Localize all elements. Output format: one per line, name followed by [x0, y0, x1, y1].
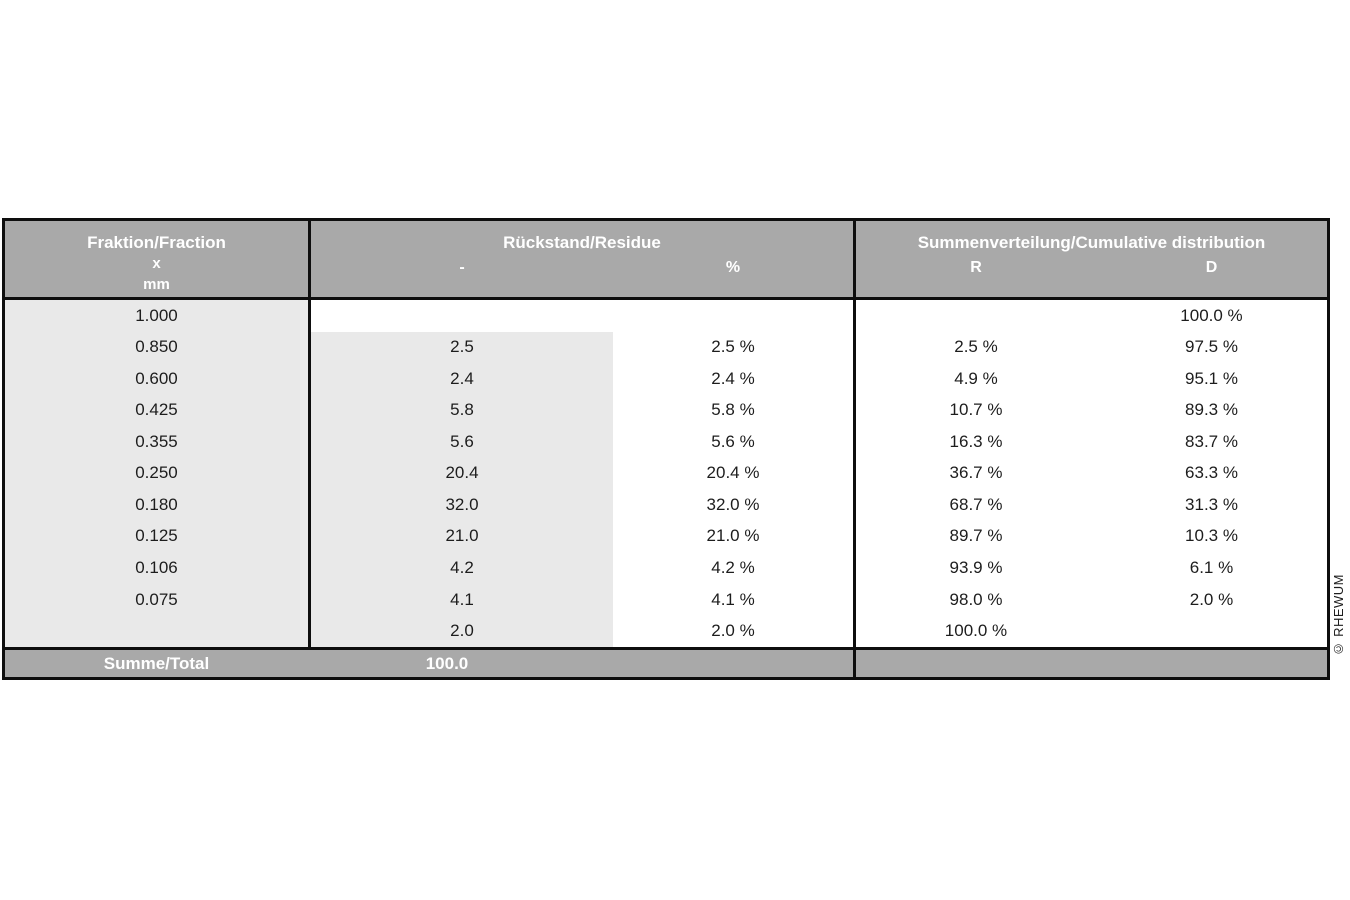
header-fraction-title: Fraktion/Fraction	[87, 233, 226, 252]
residue-cell: 20.4	[445, 463, 479, 483]
sieve-table: Fraktion/Fraction x mm Rückstand/Residue…	[2, 218, 1330, 680]
table-row: 0.355 5.6 5.6 % 16.3 % 83.7 %	[5, 426, 1327, 458]
cumulative-r-cell: 36.7 %	[949, 463, 1003, 483]
table-body: 1.000 100.0 % 0.850 2.5 2.5 % 2.5 % 97.5 % 0.60…	[5, 300, 1327, 647]
table-row: 0.075 4.1 4.1 % 98.0 % 2.0 %	[5, 584, 1327, 616]
residue-pct-cell: 2.4 %	[711, 368, 755, 388]
residue-cell: 2.0	[450, 621, 474, 641]
residue-cell: 32.0	[445, 494, 479, 514]
residue-pct-cell: 20.4 %	[706, 463, 760, 483]
fraction-cell: 0.250	[135, 463, 178, 483]
column-divider	[308, 221, 311, 297]
cumulative-d-cell: 83.7 %	[1185, 431, 1238, 451]
header-residue: Rückstand/Residue - %	[311, 221, 853, 297]
header-fraction-unit: mm	[143, 276, 170, 293]
fraction-cell: 0.106	[135, 558, 178, 578]
header-fraction: Fraktion/Fraction x mm	[5, 221, 308, 297]
table-row: 0.180 32.0 32.0 % 68.7 % 31.3 %	[5, 489, 1327, 521]
cumulative-d-cell: 6.1 %	[1189, 558, 1234, 578]
residue-cell: 21.0	[445, 526, 479, 546]
cumulative-r-cell: 100.0 %	[944, 621, 1008, 641]
fraction-cell: 1.000	[135, 305, 178, 325]
table-row: 0.850 2.5 2.5 % 2.5 % 97.5 %	[5, 332, 1327, 364]
residue-column-background	[311, 331, 613, 647]
header-cumulative-title: Summenverteilung/Cumulative distribution	[917, 233, 1266, 252]
cumulative-d-cell: 95.1 %	[1185, 368, 1238, 388]
header-residue-subheaders: - %	[311, 258, 853, 278]
residue-pct-cell: 4.1 %	[711, 589, 755, 609]
column-divider	[853, 221, 856, 297]
table-row: 2.0 2.0 % 100.0 %	[5, 615, 1327, 647]
cumulative-r-cell: 93.9 %	[949, 558, 1003, 578]
residue-pct-cell: 5.8 %	[711, 400, 755, 420]
cumulative-r-cell: 68.7 %	[949, 494, 1003, 514]
cumulative-d-cell: 10.3 %	[1185, 526, 1238, 546]
table-row: 0.106 4.2 4.2 % 93.9 % 6.1 %	[5, 552, 1327, 584]
residue-pct-cell: 32.0 %	[706, 494, 760, 514]
header-cumulative: Summenverteilung/Cumulative distribution…	[856, 221, 1327, 297]
total-label: Summe/Total	[103, 654, 210, 673]
cumulative-r-cell: 98.0 %	[949, 589, 1003, 609]
copyright-watermark: © RHEWUM	[1331, 574, 1346, 657]
residue-cell: 5.6	[450, 431, 474, 451]
fraction-column-background	[5, 300, 308, 647]
total-residue-value: 100.0	[425, 654, 469, 673]
cumulative-d-cell: 63.3 %	[1185, 463, 1238, 483]
cumulative-d-cell: 31.3 %	[1185, 494, 1238, 514]
table-row: 0.425 5.8 5.8 % 10.7 % 89.3 %	[5, 395, 1327, 427]
cumulative-r-cell: 2.5 %	[954, 337, 998, 357]
header-fraction-symbol: x	[152, 255, 161, 272]
header-cumulative-subheaders: R D	[856, 258, 1327, 278]
cumulative-d-cell: 97.5 %	[1185, 337, 1238, 357]
residue-pct-cell: 5.6 %	[711, 431, 755, 451]
residue-cell: 2.4	[450, 368, 474, 388]
table-row: 1.000 100.0 %	[5, 300, 1327, 332]
cumulative-r-cell: 16.3 %	[949, 431, 1003, 451]
fraction-cell: 0.180	[135, 494, 178, 514]
fraction-cell: 0.850	[135, 337, 178, 357]
cumulative-r-cell: 4.9 %	[954, 368, 998, 388]
table-row: 0.125 21.0 21.0 % 89.7 % 10.3 %	[5, 521, 1327, 553]
cumulative-d-cell: 2.0 %	[1189, 589, 1234, 609]
table-row: 0.600 2.4 2.4 % 4.9 % 95.1 %	[5, 363, 1327, 395]
subheader-residue-dash: -	[459, 259, 465, 276]
subheader-cumulative-r: R	[970, 259, 982, 276]
column-divider	[853, 650, 856, 677]
cumulative-r-cell: 89.7 %	[949, 526, 1003, 546]
subheader-cumulative-d: D	[1205, 259, 1218, 276]
table-header-row: Fraktion/Fraction x mm Rückstand/Residue…	[5, 221, 1327, 300]
column-divider	[308, 300, 311, 647]
residue-cell: 5.8	[450, 400, 474, 420]
fraction-cell: 0.355	[135, 431, 178, 451]
residue-pct-cell: 21.0 %	[706, 526, 760, 546]
residue-cell: 2.5	[450, 337, 474, 357]
residue-pct-cell: 2.0 %	[711, 621, 755, 641]
cumulative-d-cell: 89.3 %	[1185, 400, 1238, 420]
table-row: 0.250 20.4 20.4 % 36.7 % 63.3 %	[5, 458, 1327, 490]
residue-cell: 4.2	[450, 558, 474, 578]
cumulative-d-cell: 100.0 %	[1180, 305, 1243, 325]
column-divider	[853, 300, 856, 647]
fraction-cell: 0.425	[135, 400, 178, 420]
table-total-row: Summe/Total 100.0	[5, 647, 1327, 677]
header-residue-title: Rückstand/Residue	[503, 233, 661, 252]
residue-pct-cell: 2.5 %	[711, 337, 755, 357]
table-rows: 1.000 100.0 % 0.850 2.5 2.5 % 2.5 % 97.5 % 0.60…	[5, 300, 1327, 647]
residue-pct-cell: 4.2 %	[711, 558, 755, 578]
fraction-cell: 0.600	[135, 368, 178, 388]
subheader-residue-percent: %	[725, 259, 741, 276]
fraction-cell: 0.075	[135, 589, 178, 609]
residue-cell: 4.1	[450, 589, 474, 609]
cumulative-r-cell: 10.7 %	[949, 400, 1003, 420]
fraction-cell: 0.125	[135, 526, 178, 546]
